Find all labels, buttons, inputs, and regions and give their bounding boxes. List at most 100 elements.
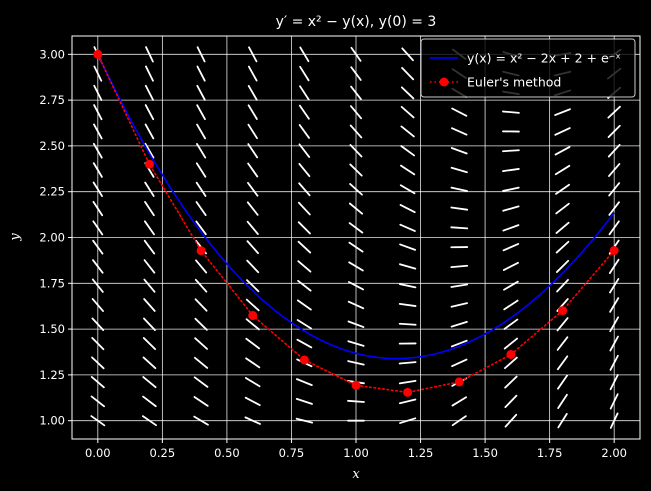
slope-segment (143, 278, 156, 293)
slope-segment (91, 278, 104, 293)
x-tick-label: 0.00 (85, 446, 111, 460)
slope-segment (349, 105, 363, 120)
slope-segment (295, 397, 313, 405)
slope-segment (555, 221, 570, 234)
slope-segment (607, 143, 621, 158)
exact-solution-line (97, 53, 615, 360)
slope-segment (247, 123, 258, 140)
slope-segment (296, 299, 312, 311)
slope-segment (196, 65, 206, 82)
slope-segment (144, 181, 155, 197)
slope-segment (246, 279, 260, 293)
slope-segment (502, 149, 520, 153)
slope-segment (399, 417, 417, 424)
euler-point (609, 246, 619, 256)
slope-segment (194, 317, 208, 331)
slope-segment (299, 85, 310, 101)
slope-segment (503, 318, 519, 330)
slope-segment (451, 396, 468, 407)
slope-segment (451, 415, 467, 427)
y-tick-label: 2.50 (39, 139, 65, 153)
slope-segment (398, 398, 417, 405)
slope-segment (144, 201, 155, 217)
x-tick-label: 1.75 (537, 446, 563, 460)
slope-segment (400, 86, 415, 100)
legend-exact-label: y(x) = x² − 2x + 2 + e⁻ˣ (467, 51, 621, 66)
slope-segment (145, 65, 154, 82)
slope-segment (245, 357, 261, 369)
slope-segment (557, 413, 568, 429)
slope-segment (244, 416, 261, 425)
slope-segment (297, 260, 312, 273)
slope-segment (194, 356, 209, 369)
slope-segment (503, 337, 519, 350)
slope-segment (298, 162, 311, 178)
slope-segment (502, 224, 520, 232)
slope-segment (450, 226, 469, 230)
slope-segment (504, 356, 518, 370)
slope-segment (143, 239, 156, 255)
slope-segment (608, 163, 621, 177)
slope-segment (244, 396, 261, 407)
slope-segment (91, 336, 105, 351)
euler-point (196, 246, 206, 256)
slope-segment (557, 374, 569, 390)
slope-segment (347, 320, 365, 328)
slope-segment (503, 280, 519, 291)
slope-segment (609, 393, 619, 410)
slope-segment (143, 259, 156, 274)
slope-segment (398, 379, 417, 385)
slope-segment (142, 395, 157, 408)
slope-segment (298, 143, 311, 158)
euler-point (454, 377, 464, 387)
slope-segment (554, 108, 571, 116)
y-tick-label: 1.50 (39, 322, 65, 336)
slope-segment (296, 319, 313, 330)
y-tick-label: 1.75 (39, 276, 65, 290)
slope-segment (400, 145, 415, 157)
slope-segment (350, 85, 362, 101)
slope-segment (144, 104, 155, 121)
slope-segment (398, 303, 417, 307)
slope-segment (450, 166, 468, 174)
slope-segment (608, 201, 620, 216)
x-tick-label: 2.00 (601, 446, 627, 460)
slope-segment (348, 202, 364, 215)
slope-segment (608, 258, 620, 275)
slope-segment (246, 201, 259, 216)
slope-segment (502, 205, 520, 212)
slope-segment (247, 162, 259, 178)
slope-segment (90, 415, 106, 427)
euler-point (93, 49, 103, 59)
slope-segment (609, 297, 620, 313)
slope-segment (247, 181, 259, 197)
x-axis-label: x (352, 467, 360, 482)
slope-segment (298, 182, 311, 197)
euler-point (299, 355, 309, 365)
slope-segment (143, 317, 156, 331)
slope-segment (193, 396, 209, 407)
x-tick-label: 0.25 (150, 446, 176, 460)
slope-segment (450, 147, 468, 155)
series-layer (93, 49, 619, 397)
slope-segment (450, 264, 469, 268)
slope-segment (196, 104, 206, 121)
slope-segment (502, 168, 520, 172)
slope-segment (349, 183, 363, 196)
slope-segment (245, 298, 260, 312)
slope-segment (450, 339, 468, 348)
slope-segment (609, 354, 619, 371)
slope-segment (398, 361, 417, 365)
slope-segment (141, 415, 157, 427)
euler-point (403, 387, 413, 397)
euler-point (248, 310, 258, 320)
slope-segment (247, 85, 258, 101)
slope-segment (92, 162, 103, 178)
slope-segment (504, 394, 518, 409)
slope-segment (246, 220, 259, 235)
ticks: 0.00 0.25 0.50 0.75 1.00 1.25 1.50 1.75 2.00 1.00… (39, 47, 627, 460)
slope-segment (244, 377, 261, 388)
y-tick-label: 1.25 (39, 368, 65, 382)
slope-segment (298, 124, 310, 139)
slope-segment (195, 220, 207, 236)
